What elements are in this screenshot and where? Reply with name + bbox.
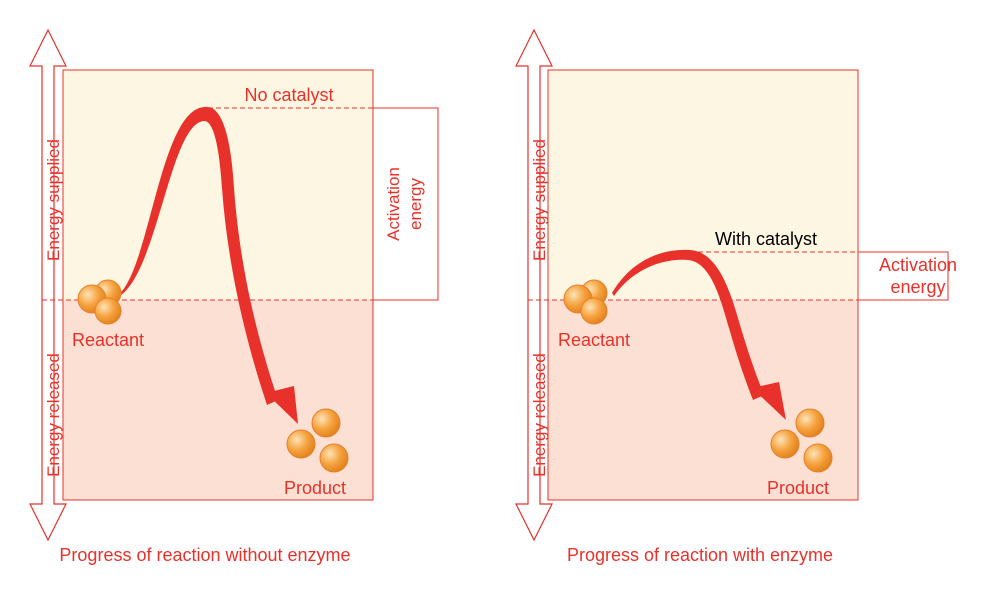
left-reactant-molecule: [77, 279, 122, 325]
right-axis-supplied-label: Energy supplied: [530, 139, 549, 261]
left-activation-bracket: [373, 107, 439, 301]
right-reactant-label: Reactant: [558, 330, 630, 350]
right-panel: Energy supplied Energy released With cat…: [515, 28, 957, 565]
left-panel-frame: [62, 69, 374, 501]
right-peak-label: With catalyst: [715, 229, 817, 249]
right-energy-axis-arrow: [515, 28, 553, 542]
left-axis-released-label: Energy released: [44, 353, 63, 477]
left-reactant-label: Reactant: [72, 330, 144, 350]
left-energy-axis-arrow: [29, 28, 67, 542]
left-activation-label-line1: Activation: [384, 167, 403, 241]
right-product-molecules: [770, 408, 833, 473]
left-caption: Progress of reaction without enzyme: [59, 545, 350, 565]
right-product-label: Product: [767, 478, 829, 498]
right-arrow-head: [752, 382, 786, 420]
left-released-zone: [63, 300, 373, 500]
right-caption: Progress of reaction with enzyme: [567, 545, 833, 565]
left-arrow-head: [266, 386, 298, 424]
right-reaction-curve: [612, 249, 764, 400]
right-activation-label-line2: energy: [890, 277, 945, 297]
left-activation-label-line2: energy: [406, 178, 425, 230]
right-released-zone: [548, 300, 858, 500]
right-panel-frame: [547, 69, 859, 501]
left-product-molecules: [286, 408, 349, 473]
left-axis-supplied-label: Energy supplied: [44, 139, 63, 261]
left-peak-label: No catalyst: [244, 85, 333, 105]
right-activation-label-line1: Activation: [879, 255, 957, 275]
left-product-label: Product: [284, 478, 346, 498]
right-reactant-molecule: [563, 279, 608, 325]
left-panel: Energy supplied Energy released No catal…: [29, 28, 439, 565]
right-activation-bracket: [858, 251, 949, 301]
left-reaction-curve: [118, 106, 278, 405]
right-axis-released-label: Energy released: [530, 353, 549, 477]
